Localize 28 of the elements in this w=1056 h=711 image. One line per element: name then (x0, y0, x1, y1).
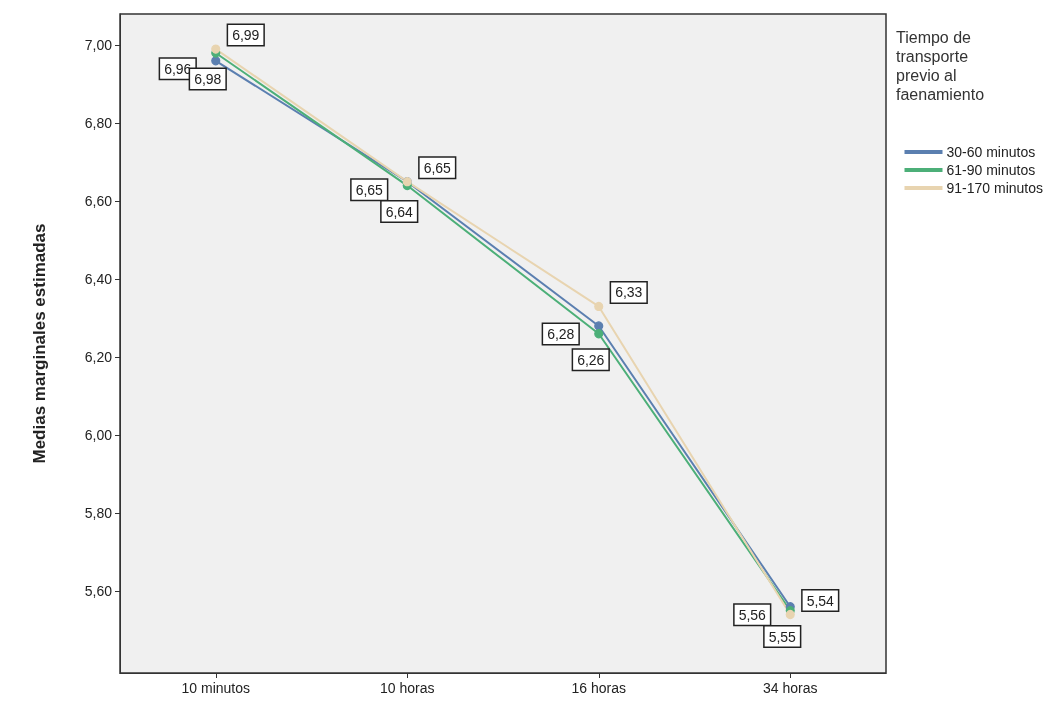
y-tick-label: 7,00 (84, 37, 113, 54)
data-label: 5,54 (806, 592, 835, 609)
x-tick-label: 16 horas (571, 680, 626, 696)
data-label: 6,99 (232, 27, 260, 44)
data-label: 6,33 (615, 284, 643, 301)
legend-label: 91-170 minutos (946, 180, 1044, 196)
y-tick-label: 6,60 (84, 193, 113, 210)
y-tick-label: 6,00 (84, 427, 113, 444)
x-tick-label: 34 horas (763, 680, 818, 696)
data-label: 6,65 (355, 181, 384, 198)
x-tick-label: 10 horas (380, 680, 435, 696)
legend-label: 61-90 minutos (946, 162, 1036, 178)
data-label: 6,64 (385, 203, 414, 220)
legend-title: Tiempo de transporte previo al faenamiento (896, 29, 985, 103)
data-label: 6,26 (577, 351, 605, 368)
y-tick-label: 6,80 (84, 115, 113, 132)
legend-label: 30-60 minutos (946, 144, 1036, 160)
x-tick-label: 10 minutos (181, 680, 250, 696)
y-tick-label: 5,60 (84, 583, 113, 600)
y-tick-label: 6,20 (84, 349, 113, 366)
y-tick-label: 6,40 (84, 271, 113, 288)
y-axis-title: Medias marginales estimadas (30, 223, 49, 464)
data-label: 6,28 (547, 325, 575, 342)
data-label: 6,98 (194, 70, 222, 87)
data-label: 5,55 (768, 628, 797, 645)
data-label: 6,65 (423, 159, 452, 176)
y-tick-label: 5,80 (84, 505, 113, 522)
data-label: 5,56 (738, 606, 767, 623)
